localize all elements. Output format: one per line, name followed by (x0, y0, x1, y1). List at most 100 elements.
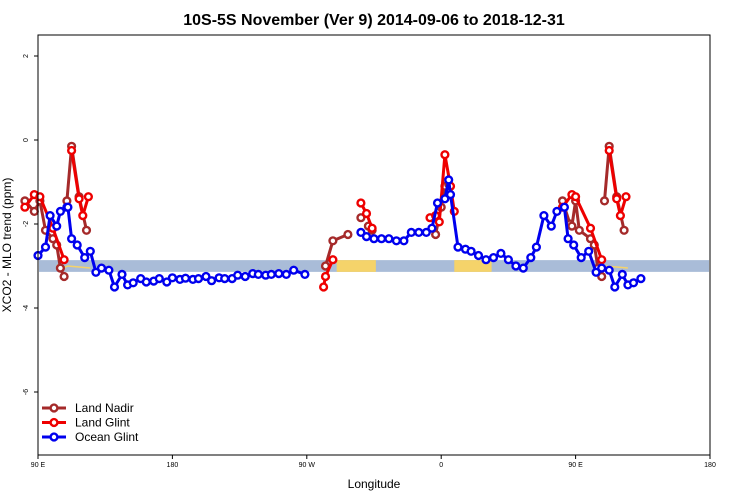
data-point (546, 221, 556, 231)
data-point (376, 234, 387, 244)
data-point (511, 261, 521, 271)
data-point (406, 227, 416, 238)
data-point (109, 282, 120, 292)
data-point (45, 211, 55, 221)
data-point (81, 225, 92, 235)
data-point (91, 267, 101, 277)
data-point (55, 206, 66, 217)
data-point (445, 190, 456, 200)
legend-label: Land Glint (75, 416, 130, 430)
data-point (481, 255, 491, 265)
data-point (162, 277, 172, 287)
data-point (569, 240, 579, 250)
data-point (83, 192, 94, 202)
y-axis: 2 0 -2 -4 -6 (23, 54, 38, 395)
data-point (220, 274, 230, 284)
data-point (66, 145, 77, 156)
data-point (473, 250, 484, 261)
data-point (496, 248, 506, 259)
data-point (74, 194, 84, 204)
data-point (612, 194, 622, 204)
data-point (597, 255, 607, 265)
data-point (567, 221, 577, 231)
data-point (96, 263, 107, 273)
data-point (552, 206, 562, 217)
data-point (619, 225, 629, 235)
data-point (367, 223, 377, 233)
data-point (453, 242, 463, 252)
data-point (328, 255, 338, 265)
data-point (585, 223, 596, 233)
data-point (20, 202, 30, 212)
data-point (361, 232, 372, 242)
data-point (193, 274, 204, 284)
data-point (636, 274, 646, 284)
data-point (531, 242, 542, 252)
data-point (628, 278, 639, 288)
data-point (289, 265, 299, 275)
data-point (610, 282, 620, 292)
data-point (399, 236, 409, 246)
data-point (440, 150, 450, 160)
data-point (615, 211, 626, 221)
data-point (55, 263, 66, 273)
series-line (607, 150, 628, 218)
legend-swatch-point (49, 417, 59, 428)
plot-frame (37, 34, 711, 456)
legend-label: Ocean Glint (75, 430, 139, 444)
data-point (72, 240, 82, 250)
x-tick-label: 90 W (299, 462, 316, 469)
data-point (570, 192, 581, 202)
data-point (356, 198, 366, 208)
y-axis-label: XCO2 - MLO trend (ppm) (0, 178, 14, 313)
data-point (384, 234, 394, 244)
x-tick-label: 90 E (31, 462, 46, 469)
data-point (576, 253, 586, 263)
map-band-land (454, 260, 492, 272)
x-axis: 90 E 180 90 W 0 90 E 180 (31, 455, 716, 469)
data-point (328, 236, 338, 246)
data-point (591, 267, 601, 277)
legend-label: Land Nadir (75, 401, 134, 415)
data-point (604, 145, 614, 156)
data-point (104, 265, 114, 275)
legend-swatch-point (49, 403, 59, 413)
data-point (361, 208, 372, 219)
data-point (604, 265, 614, 275)
data-point (539, 211, 549, 221)
series-layer (20, 141, 646, 292)
x-axis-label: Longitude (348, 477, 401, 491)
data-point (488, 253, 499, 263)
data-point (274, 269, 284, 279)
data-point (431, 229, 441, 240)
data-point (233, 270, 243, 280)
series-ocean-glint (33, 175, 646, 292)
series-land-glint (20, 145, 631, 292)
data-point (52, 221, 62, 231)
legend-swatch-point (49, 432, 59, 442)
data-point (207, 276, 217, 286)
data-point (240, 271, 250, 282)
data-point (617, 269, 627, 280)
data-point (59, 255, 69, 265)
chart-title: 10S-5S November (Ver 9) 2014-09-06 to 20… (183, 12, 565, 29)
data-point (427, 223, 437, 233)
x-tick-label: 180 (704, 462, 716, 469)
data-point (80, 253, 90, 263)
data-point (466, 246, 476, 256)
data-point (167, 273, 178, 283)
data-point (432, 198, 443, 208)
data-point (63, 202, 73, 212)
data-point (319, 282, 329, 292)
data-point (421, 227, 431, 238)
data-point (78, 211, 88, 221)
data-point (503, 255, 514, 265)
data-point (356, 213, 366, 223)
data-point (563, 234, 573, 244)
data-point (440, 194, 450, 204)
data-point (414, 227, 424, 238)
data-point (59, 271, 69, 282)
data-point (253, 269, 263, 280)
